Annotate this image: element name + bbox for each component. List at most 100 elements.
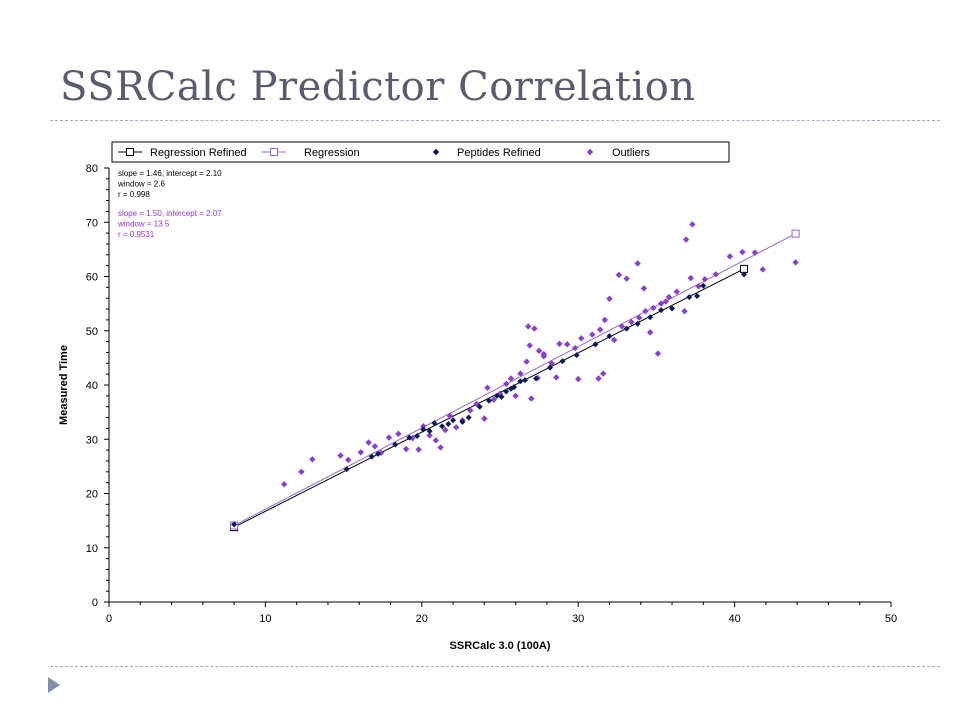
refined-stats-line: r = 0.998: [118, 190, 150, 199]
refined-peptide-point: [686, 294, 693, 301]
slide-title: SSRCalc Predictor Correlation: [60, 64, 696, 110]
refined-peptide-point: [493, 392, 500, 399]
refined-peptide-point: [532, 375, 539, 382]
outlier-point: [665, 293, 673, 301]
refined-peptide-point: [740, 271, 747, 278]
outlier-point: [426, 432, 433, 439]
outlier-point: [759, 266, 766, 273]
legend-label-regression-refined: Regression Refined: [150, 147, 247, 159]
legend-frame: [111, 141, 730, 163]
outlier-point: [535, 347, 543, 355]
refined-peptide-point: [498, 393, 505, 400]
regression-endpoint-marker: [791, 229, 800, 238]
outlier-point: [628, 318, 635, 326]
refined-peptide-point: [522, 377, 529, 384]
refined-peptide-point: [431, 419, 438, 426]
outlier-point: [357, 449, 365, 456]
outlier-point: [682, 236, 690, 243]
refined-peptide-point: [426, 428, 433, 435]
y-tick-label: 0: [92, 597, 98, 609]
outlier-point: [490, 396, 497, 403]
refined-peptide-point: [658, 307, 665, 314]
refined-stats-line: slope = 1.46, intercept = 2.10: [118, 169, 222, 178]
outlier-point: [432, 437, 440, 444]
title-divider: [50, 120, 940, 121]
outlier-point: [503, 380, 510, 388]
refined-peptide-point: [420, 426, 427, 433]
outlier-point: [687, 274, 695, 282]
refined-peptide-point: [592, 341, 599, 348]
y-tick-label: 10: [86, 543, 98, 555]
regression-stats-line: slope = 1.50, intercept = 2.07: [118, 209, 222, 218]
refined-peptide-point: [486, 397, 493, 404]
outlier-point: [484, 384, 491, 391]
bullet-arrow-icon: [48, 677, 60, 693]
x-tick-label: 40: [728, 613, 740, 625]
outlier-point: [596, 326, 604, 333]
outlier-point: [556, 340, 563, 347]
y-tick-label: 80: [86, 163, 98, 175]
legend-marker-regression-refined: [126, 148, 134, 156]
outlier-point: [467, 407, 474, 414]
y-axis-label: Measured Time: [58, 345, 70, 425]
outlier-point: [531, 325, 538, 332]
refined-peptide-point: [694, 293, 701, 300]
outlier-point: [507, 375, 515, 382]
outlier-point: [345, 456, 352, 464]
outlier-point: [739, 248, 746, 256]
outlier-point: [523, 358, 530, 365]
refined-peptide-point: [503, 388, 510, 395]
refined-peptide-point: [669, 305, 676, 312]
outlier-point: [695, 283, 702, 290]
refined-peptide-point: [450, 417, 457, 424]
outlier-point: [635, 314, 643, 321]
outlier-point: [564, 341, 571, 348]
outlier-point: [280, 481, 288, 488]
regression-stats: slope = 1.46, intercept = 2.10 window = 2…: [117, 169, 222, 239]
outlier-point: [726, 253, 734, 260]
outlier-point: [548, 360, 555, 367]
outlier-point: [420, 423, 427, 430]
outlier-point: [442, 426, 449, 434]
data-points: [231, 221, 799, 528]
refined-peptide-point: [231, 521, 238, 528]
outlier-point: [595, 375, 602, 382]
x-axis-label: SSRCalc 3.0 (100A): [450, 640, 551, 652]
outlier-point: [553, 374, 560, 381]
refined-peptide-point: [439, 423, 446, 430]
outlier-point: [385, 434, 393, 441]
refined-peptide-point: [414, 432, 421, 439]
legend: Regression Refined Regression Peptides Ref…: [111, 141, 730, 163]
footer-divider: [50, 666, 940, 667]
refined-peptide-point: [511, 384, 518, 391]
outlier-point: [337, 452, 344, 459]
outlier-point: [657, 300, 665, 307]
y-tick-label: 50: [86, 326, 98, 338]
refined-peptide-point: [573, 352, 580, 359]
legend-label-peptides-refined: Peptides Refined: [457, 147, 541, 159]
outlier-point: [524, 323, 532, 330]
x-tick-label: 20: [416, 613, 428, 625]
outlier-point: [615, 271, 623, 279]
refined-stats-line: window = 2.6: [117, 180, 165, 189]
outlier-point: [689, 221, 696, 228]
outlier-point: [528, 395, 535, 402]
outlier-point: [640, 285, 648, 292]
outlier-point: [578, 335, 585, 342]
outlier-point: [601, 316, 608, 324]
refined-peptide-point: [459, 418, 466, 425]
x-tick-label: 50: [885, 613, 897, 625]
refined-peptide-point: [406, 434, 413, 441]
refined-peptide-point: [517, 378, 524, 385]
outlier-point: [309, 456, 316, 463]
outlier-point: [610, 336, 618, 344]
outlier-point: [751, 249, 759, 256]
outlier-point: [618, 323, 626, 330]
refined-peptide-point: [476, 403, 483, 410]
outlier-point: [673, 288, 680, 295]
outlier-point: [415, 446, 422, 453]
outlier-point: [792, 259, 799, 266]
outlier-point: [517, 370, 524, 377]
outlier-point: [540, 353, 547, 360]
y-tick-label: 30: [86, 434, 98, 446]
